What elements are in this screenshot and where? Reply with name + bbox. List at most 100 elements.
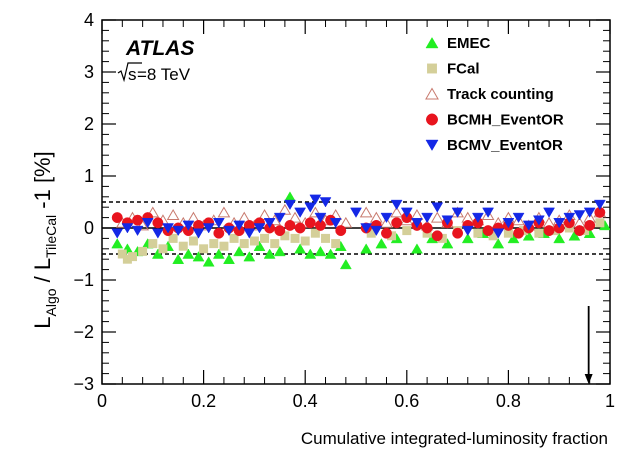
data-point <box>331 239 341 249</box>
data-point <box>492 238 505 249</box>
data-point <box>402 226 412 236</box>
data-point <box>390 206 404 218</box>
data-point <box>151 248 164 259</box>
data-point <box>263 248 276 259</box>
data-point <box>136 219 150 231</box>
data-point <box>314 212 327 224</box>
data-point <box>339 258 352 270</box>
data-point <box>192 251 205 262</box>
data-point <box>471 212 484 224</box>
data-point <box>151 228 164 239</box>
data-point <box>209 239 219 249</box>
data-point <box>309 194 322 205</box>
data-point <box>219 241 229 251</box>
data-point <box>199 244 209 254</box>
data-point <box>387 231 397 241</box>
legend: EMEC FCal Track counting BCMH_EventOR BCMV_E… <box>425 35 564 154</box>
data-point <box>158 244 168 254</box>
data-point <box>300 236 310 246</box>
data-point <box>239 239 249 249</box>
data-point <box>122 254 132 264</box>
data-point <box>284 219 296 231</box>
data-point <box>192 228 205 239</box>
data-point <box>350 207 362 218</box>
data-point <box>212 218 225 229</box>
y-tick-label: −3 <box>73 374 94 394</box>
data-point <box>411 243 423 254</box>
data-point <box>553 218 566 229</box>
data-point <box>441 215 454 226</box>
legend-label: BCMH_EventOR <box>447 112 564 129</box>
data-point <box>172 225 185 237</box>
data-point <box>522 220 535 231</box>
data-point <box>314 245 327 257</box>
legend-marker <box>425 87 439 100</box>
data-point <box>121 223 134 234</box>
data-point <box>260 233 270 243</box>
data-point <box>360 223 373 234</box>
arrow-marker <box>584 306 593 384</box>
x-tick-label: 0.6 <box>394 391 419 411</box>
legend-label: BCMV_EventOR <box>447 137 563 154</box>
data-point <box>304 217 316 229</box>
data-point <box>507 232 520 244</box>
data-point <box>568 230 581 241</box>
data-point <box>391 217 403 229</box>
data-point <box>583 207 596 218</box>
data-point <box>543 207 555 218</box>
data-point <box>202 223 215 234</box>
data-point <box>430 211 444 223</box>
data-point <box>461 225 474 237</box>
data-point <box>380 212 393 224</box>
data-point <box>213 227 225 239</box>
data-point <box>270 239 280 249</box>
sqrt-icon <box>117 62 142 83</box>
data-point <box>111 228 124 239</box>
data-point <box>532 215 545 226</box>
x-tick-label: 0.8 <box>496 391 521 411</box>
data-point <box>451 207 464 218</box>
data-point <box>217 206 231 218</box>
y-tick-label: −1 <box>73 270 94 290</box>
energy-value: =8 TeV <box>137 65 191 84</box>
data-point <box>375 238 388 249</box>
data-point <box>304 248 317 259</box>
data-point <box>431 230 443 242</box>
data-point <box>553 232 566 244</box>
data-point <box>437 233 447 243</box>
x-tick-label: 0 <box>97 391 107 411</box>
data-point <box>243 228 256 239</box>
data-point <box>182 248 195 259</box>
data-point <box>273 245 286 257</box>
data-point <box>513 227 525 239</box>
y-tick-label: 0 <box>84 218 94 238</box>
y-tick-label: −2 <box>73 322 94 342</box>
y-title-sub-ref: TileCal <box>43 215 59 258</box>
data-point <box>380 216 393 228</box>
data-point <box>152 217 164 229</box>
data-point <box>329 218 342 229</box>
data-point <box>141 218 154 229</box>
data-point <box>233 245 246 257</box>
data-point <box>212 248 225 259</box>
energy-root: s <box>128 65 137 84</box>
data-point <box>138 246 148 256</box>
y-title-sub-algo: Algo <box>43 288 59 316</box>
y-title-main: L <box>30 316 55 328</box>
data-point <box>584 219 596 231</box>
legend-marker <box>425 37 439 49</box>
data-point <box>461 232 474 244</box>
data-point <box>339 216 353 228</box>
x-axis-title: Cumulative integrated-luminosity fractio… <box>301 429 608 448</box>
data-point <box>324 248 337 259</box>
data-point <box>253 223 266 234</box>
legend-label: EMEC <box>447 35 491 52</box>
x-tick-label: 0.4 <box>293 391 318 411</box>
data-point <box>127 252 137 262</box>
data-point <box>431 202 444 213</box>
data-point <box>492 228 505 239</box>
data-point <box>503 228 513 238</box>
data-point <box>131 225 144 237</box>
data-point <box>482 207 495 218</box>
